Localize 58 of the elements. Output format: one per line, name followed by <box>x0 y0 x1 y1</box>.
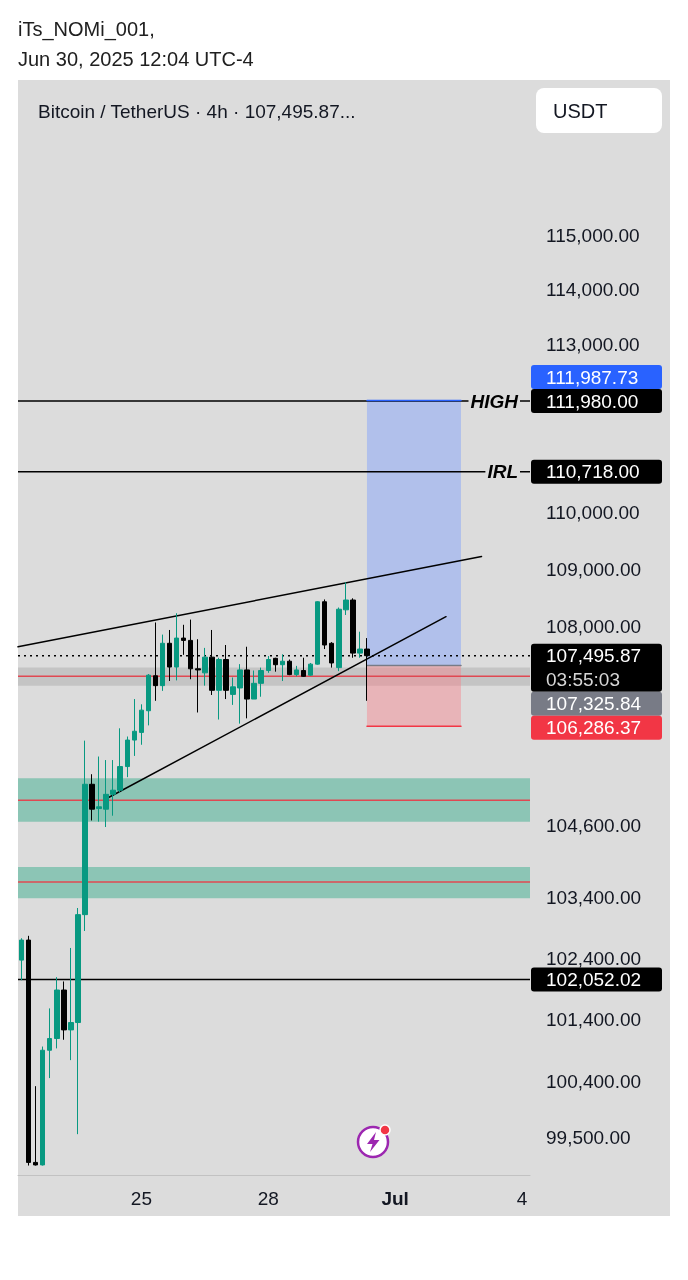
ref-line-label: IRL <box>487 461 518 483</box>
candlestick <box>315 600 320 666</box>
candlestick <box>47 1007 52 1079</box>
candlestick <box>54 976 60 1049</box>
candlestick <box>301 657 306 678</box>
annotation: 102,052.02 <box>546 969 642 990</box>
candlestick <box>322 598 327 650</box>
candlestick <box>33 1085 38 1167</box>
candlestick <box>308 662 313 677</box>
annotation: 111,980.00 <box>546 390 639 412</box>
y-tick-label: 103,400.00 <box>546 887 642 909</box>
candlestick <box>329 641 334 669</box>
candlestick <box>174 612 179 681</box>
text: 107,325.84 <box>546 693 642 715</box>
text: iTs_NOMi_001, <box>18 18 155 41</box>
text: Jun 30, 2025 12:04 UTC-4 <box>18 48 254 70</box>
text: 106,286.37 <box>546 717 642 739</box>
candlestick <box>139 703 144 746</box>
x-tick-label: Jul <box>381 1188 409 1209</box>
candlestick <box>167 629 172 682</box>
x-tick-label: 4 <box>516 1188 528 1209</box>
y-tick-label: 102,400.00 <box>546 947 642 969</box>
candlestick <box>280 653 285 682</box>
candlestick <box>202 647 208 687</box>
text: 111,987.73 <box>546 366 639 388</box>
candlestick <box>266 655 271 674</box>
candlestick <box>132 698 137 757</box>
y-tick-label: 101,400.00 <box>546 1008 642 1030</box>
annotation: 03:55:03 <box>546 669 620 691</box>
y-axis-title: USDT <box>553 99 608 122</box>
candlestick <box>146 673 151 726</box>
x-tick-label: 28 <box>257 1188 279 1209</box>
ref-line-label: HIGH <box>470 390 520 412</box>
annotation: 107,495.87 <box>546 645 642 667</box>
candlestick <box>357 631 363 659</box>
candlestick <box>216 657 222 721</box>
candlestick <box>287 658 292 676</box>
y-tick-label: 113,000.00 <box>546 334 640 356</box>
y-tick-label: 109,000.00 <box>546 558 642 580</box>
text: Bitcoin / TetherUS · 4h · 107,495.87... <box>38 101 356 122</box>
candlestick <box>294 665 299 677</box>
y-tick-label: 114,000.00 <box>546 279 640 301</box>
y-tick-label: 115,000.00 <box>546 224 640 246</box>
y-tick-label: 104,600.00 <box>546 815 642 837</box>
candlestick <box>364 637 370 702</box>
y-tick-label: 108,000.00 <box>546 616 642 638</box>
candlestick <box>181 624 186 656</box>
y-tick-label: 110,000.00 <box>546 501 640 523</box>
y-tick-label: 100,400.00 <box>546 1070 642 1092</box>
candlestick <box>273 657 278 673</box>
y-tick-label: 99,500.00 <box>546 1126 631 1148</box>
candlestick <box>89 773 95 821</box>
x-tick-label: 25 <box>130 1188 152 1209</box>
annotation: 110,718.00 <box>546 461 640 483</box>
candlestick <box>19 937 24 981</box>
candlestick <box>40 1046 45 1167</box>
candlestick <box>160 634 165 692</box>
candlestick <box>125 736 130 778</box>
